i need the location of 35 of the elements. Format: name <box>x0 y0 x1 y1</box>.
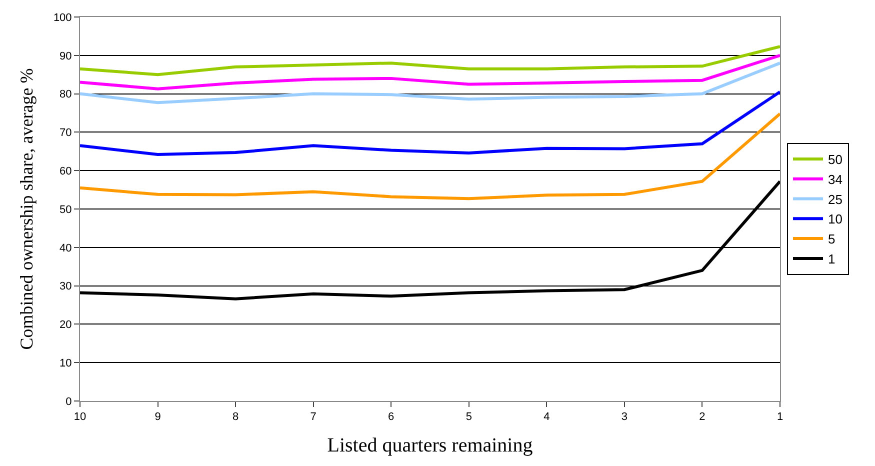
legend-label: 34 <box>828 172 842 187</box>
x-tick-label: 5 <box>466 411 472 424</box>
x-axis-title: Listed quarters remaining <box>327 434 533 457</box>
y-tick-label: 20 <box>60 319 72 332</box>
x-tick-label: 8 <box>232 411 239 424</box>
y-tick-label: 60 <box>60 165 72 178</box>
y-tick-label: 70 <box>60 127 72 140</box>
line-series <box>80 90 780 156</box>
y-axis-title: Combined ownership share, average % <box>16 68 37 350</box>
legend-label: 25 <box>828 192 842 207</box>
y-tick-label: 0 <box>66 396 72 408</box>
y-tick-label: 100 <box>53 12 72 24</box>
legend-label: 5 <box>828 232 836 247</box>
legend-label: 10 <box>828 212 842 227</box>
x-tick-label: 6 <box>388 411 394 424</box>
x-tick-label: 7 <box>310 411 316 424</box>
y-tick-label: 90 <box>60 50 72 62</box>
line-series <box>80 112 780 200</box>
y-tick-label: 30 <box>60 280 72 293</box>
line-series <box>80 62 780 104</box>
legend-label: 1 <box>828 252 836 267</box>
y-tick-label: 40 <box>60 242 72 254</box>
y-tick-label: 50 <box>60 204 72 216</box>
x-tick-label: 1 <box>776 411 784 424</box>
x-tick-label: 9 <box>154 411 161 424</box>
legend-label: 50 <box>828 152 842 168</box>
y-tick-label: 80 <box>60 88 72 101</box>
line-series <box>80 45 780 76</box>
x-tick-label: 3 <box>621 411 628 424</box>
line-series <box>80 180 780 300</box>
x-tick-label: 2 <box>699 411 706 424</box>
y-tick-label: 10 <box>60 357 72 370</box>
x-tick-label: 10 <box>74 411 86 424</box>
line-series <box>80 54 780 90</box>
x-tick-label: 4 <box>544 411 550 424</box>
